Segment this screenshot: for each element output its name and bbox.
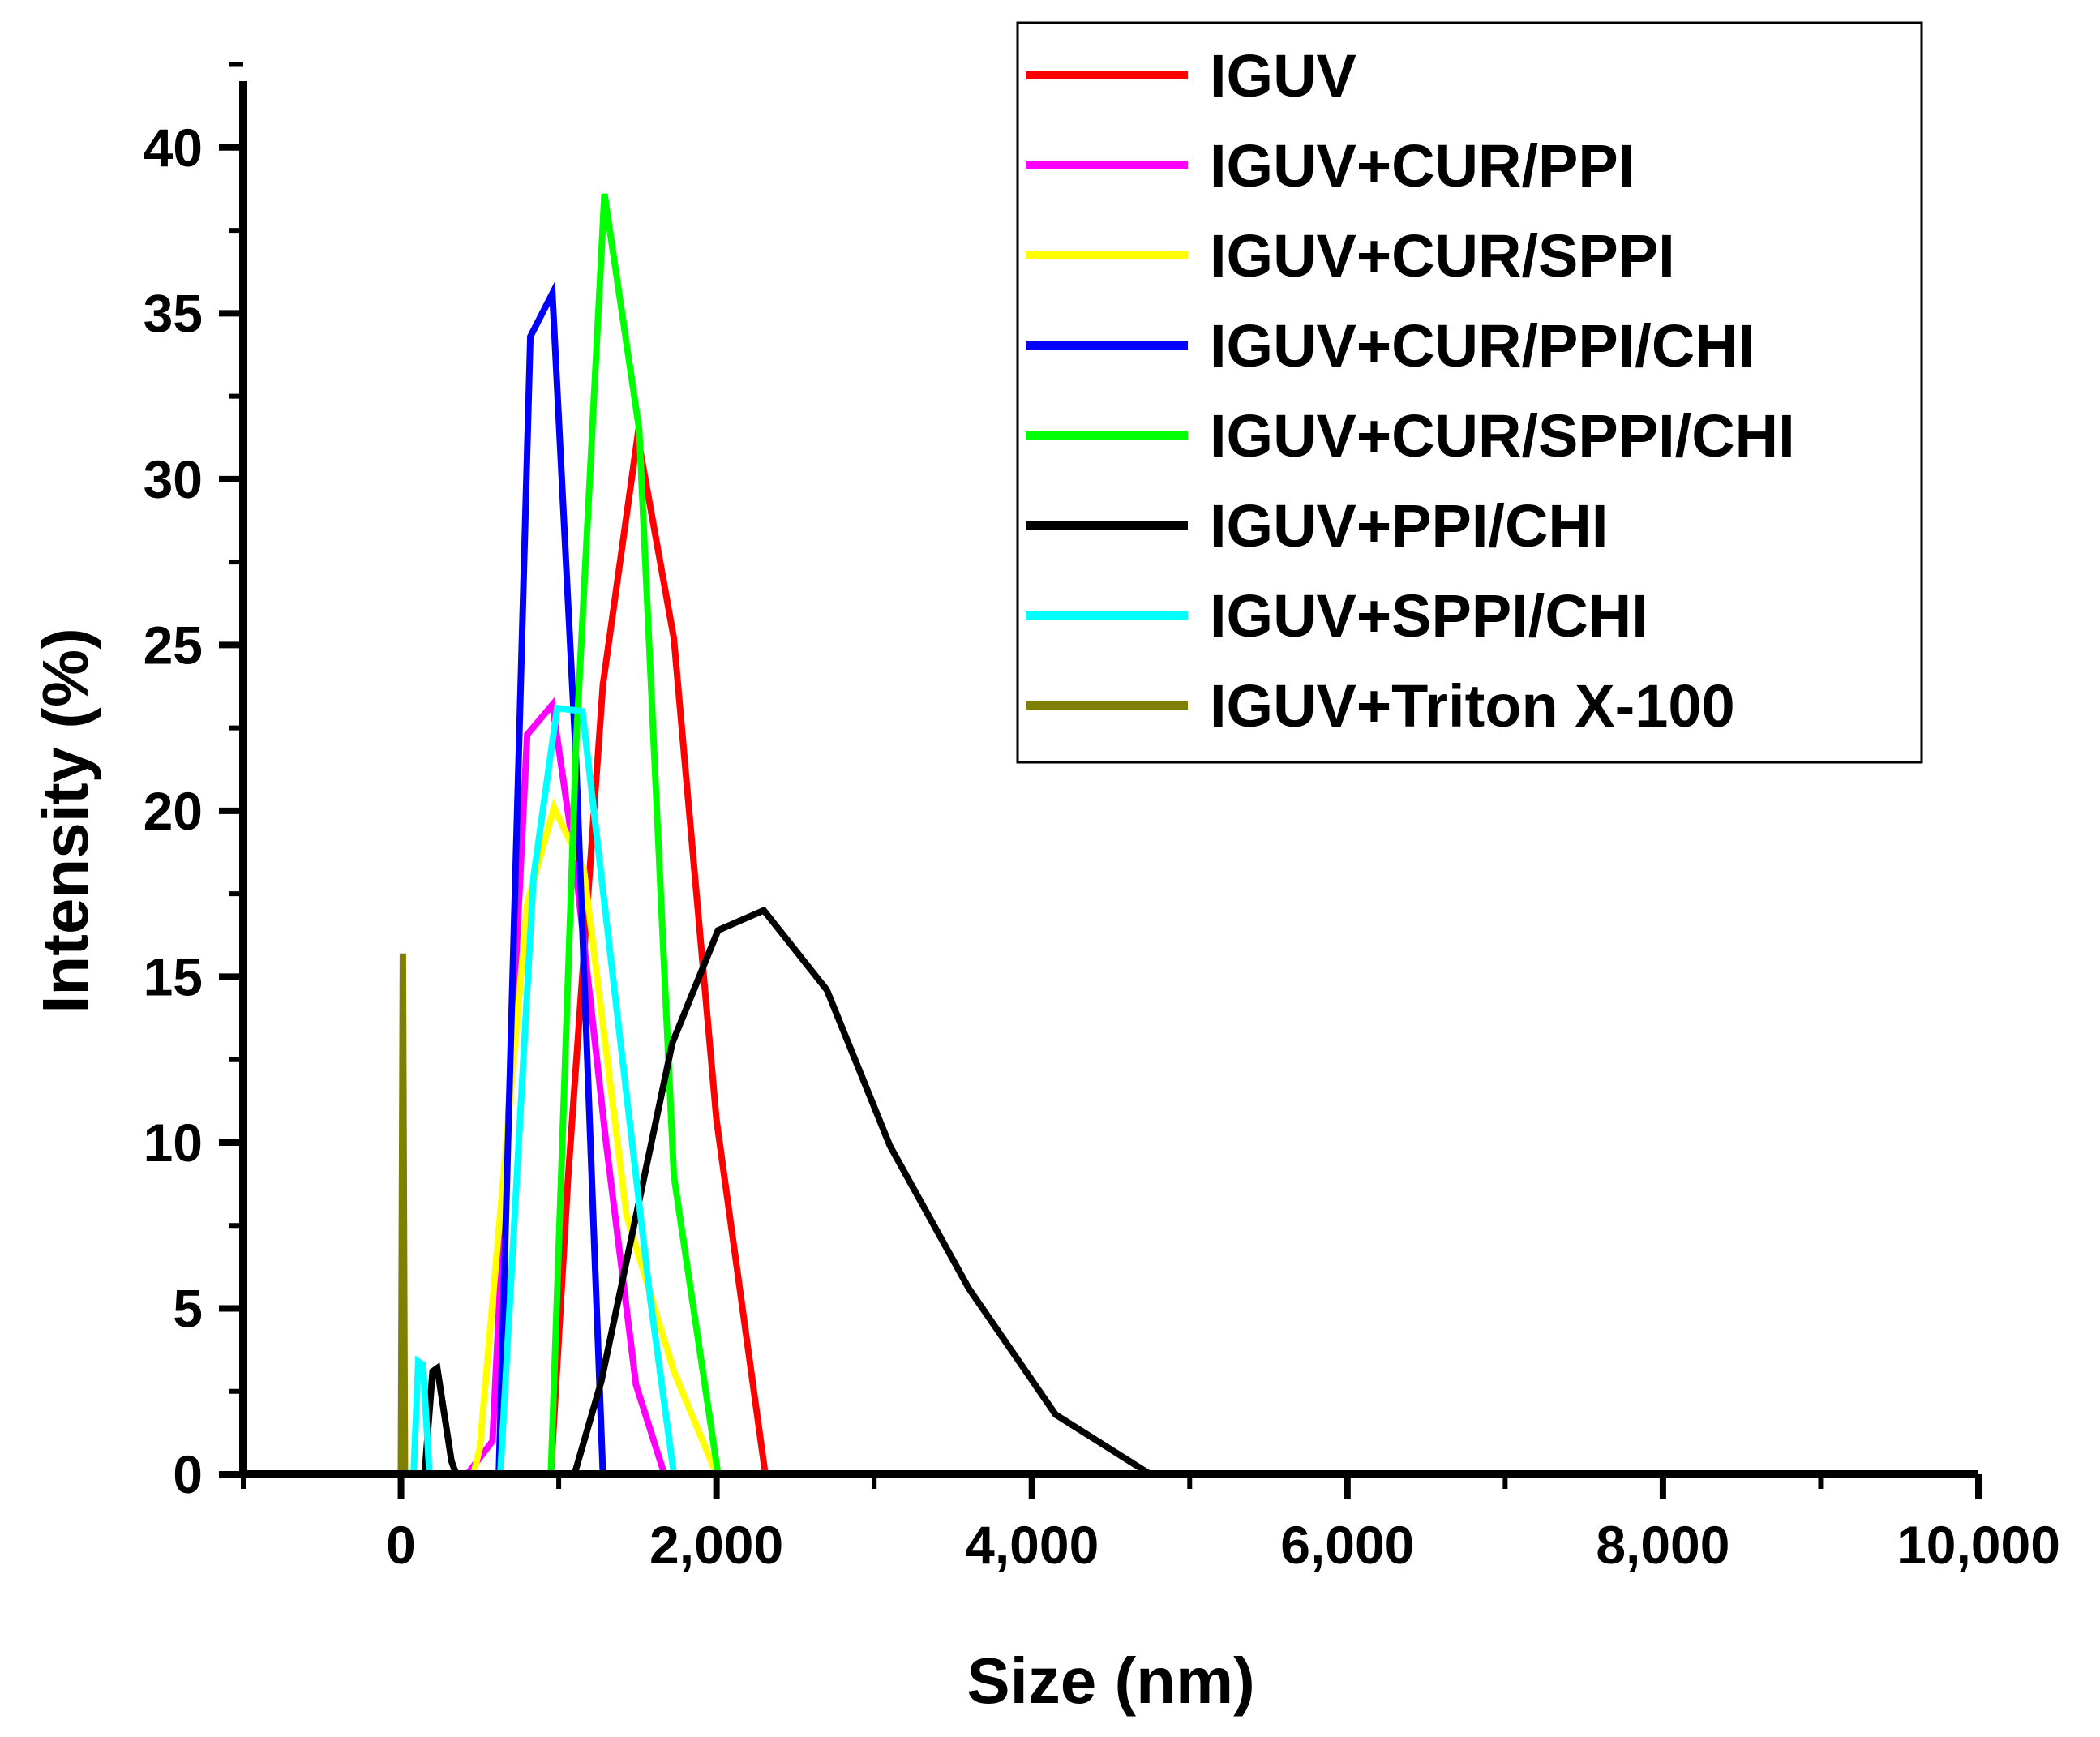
x-tick-label: 10,000 [1896,1515,2060,1575]
y-tick-label: 0 [173,1444,203,1504]
legend-label: IGUV+SPPI/CHI [1210,582,1648,650]
y-tick-label: 40 [144,118,203,178]
axes-layer: 0 2,000 4,000 6,000 8,000 10,000 0 5 10 15 20 25 30… [144,62,2060,1575]
series-line [401,906,1766,1478]
y-tick-label: 10 [144,1113,203,1173]
y-tick-label: 35 [144,283,203,343]
y-ticks: 0 5 10 15 20 25 30 35 40 [144,62,243,1504]
legend-label: IGUV+CUR/PPI/CHI [1210,312,1755,380]
y-tick-label: 30 [144,449,203,509]
x-tick-label: 4,000 [965,1515,1099,1575]
legend-label: IGUV+Triton X-100 [1210,672,1735,740]
x-axis-title: Size (nm) [966,1645,1255,1717]
x-tick-label: 2,000 [649,1515,783,1575]
legend-label: IGUV+CUR/SPPI [1210,222,1675,290]
x-tick-label: 8,000 [1596,1515,1729,1575]
y-tick-label: 20 [144,781,203,841]
legend-label: IGUV+PPI/CHI [1210,492,1608,560]
x-tick-label: 0 [386,1515,416,1575]
y-axis-title: Intensity (%) [29,628,101,1014]
y-tick-label: 25 [144,615,203,675]
y-tick-label: 15 [144,946,203,1006]
x-tick-label: 6,000 [1280,1515,1414,1575]
legend-label: IGUV+CUR/PPI [1210,132,1635,199]
legend: IGUV IGUV+CUR/PPI IGUV+CUR/SPPI IGUV+CUR/PP… [1016,21,1923,764]
legend-label: IGUV+CUR/SPPI/CHI [1210,402,1795,470]
series-line [401,798,1766,1478]
y-tick-label: 5 [173,1278,203,1338]
legend-label: IGUV [1210,42,1356,109]
legend-box [1016,21,1923,764]
series-line [401,704,1766,1478]
series-line [401,193,1766,1478]
x-ticks: 0 2,000 4,000 6,000 8,000 10,000 [241,1474,2060,1575]
